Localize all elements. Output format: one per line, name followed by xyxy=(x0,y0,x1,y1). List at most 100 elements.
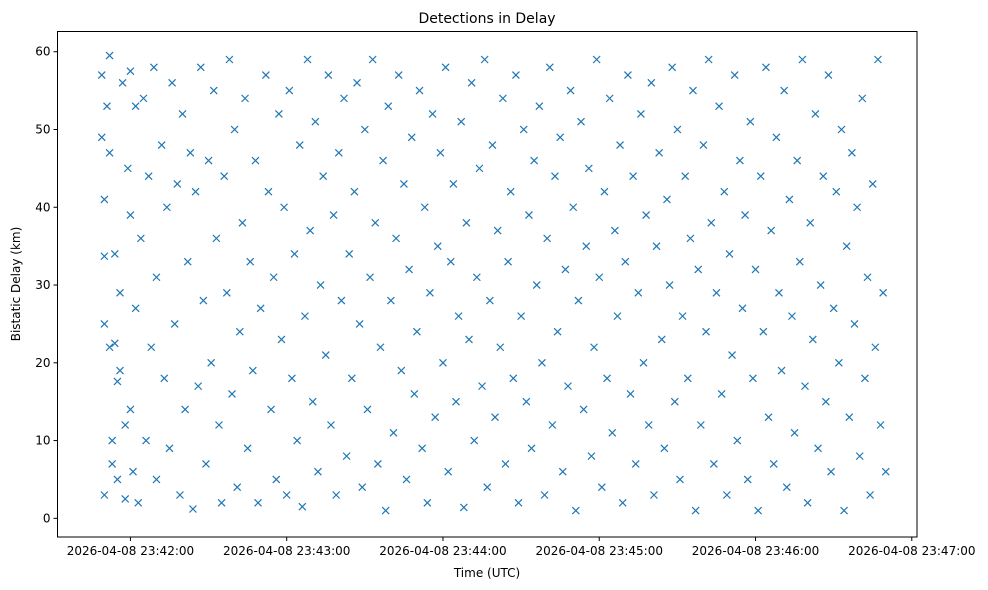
data-point xyxy=(368,55,377,64)
data-point xyxy=(730,71,739,79)
data-point xyxy=(280,203,289,212)
x-axis-label: Time (UTC) xyxy=(453,566,520,580)
data-point xyxy=(509,374,518,383)
data-point xyxy=(222,288,231,297)
data-point xyxy=(746,117,755,126)
data-point xyxy=(613,312,622,321)
data-point xyxy=(379,156,387,165)
data-point xyxy=(373,459,382,468)
y-tick-label: 20 xyxy=(35,356,50,370)
data-point xyxy=(506,187,515,196)
data-point xyxy=(334,148,343,157)
data-point xyxy=(717,389,726,398)
chart-title: Detections in Delay xyxy=(418,11,555,27)
data-point xyxy=(441,63,450,72)
data-point xyxy=(735,156,744,165)
data-point xyxy=(478,382,486,391)
data-point xyxy=(834,358,843,367)
data-point xyxy=(233,483,242,492)
data-point xyxy=(160,374,169,383)
data-point xyxy=(386,296,395,305)
data-point xyxy=(855,452,864,461)
data-point xyxy=(293,436,302,445)
data-point xyxy=(110,339,119,348)
data-point xyxy=(769,459,778,468)
data-point xyxy=(511,71,520,79)
data-point xyxy=(295,141,304,149)
data-point xyxy=(209,86,218,95)
data-point xyxy=(579,405,588,414)
data-point xyxy=(350,187,359,196)
data-point xyxy=(631,459,640,468)
data-point xyxy=(470,436,479,445)
data-point xyxy=(324,71,333,79)
data-point xyxy=(462,218,471,227)
data-point xyxy=(824,71,833,79)
data-point xyxy=(551,172,559,181)
data-point xyxy=(212,234,221,243)
data-point xyxy=(105,148,114,157)
data-point xyxy=(603,374,611,383)
data-point xyxy=(433,242,442,251)
y-tick-label: 40 xyxy=(35,200,50,214)
data-point xyxy=(105,343,114,352)
data-point xyxy=(699,141,708,149)
data-point xyxy=(538,358,546,367)
data-point xyxy=(564,382,572,391)
data-point xyxy=(311,117,320,126)
data-point xyxy=(149,63,158,72)
data-point xyxy=(426,288,434,297)
data-point xyxy=(342,452,351,461)
data-point xyxy=(256,304,265,313)
data-point xyxy=(152,475,161,484)
data-point xyxy=(618,498,627,507)
data-point xyxy=(751,265,760,274)
data-point xyxy=(556,133,565,142)
data-point xyxy=(407,133,416,142)
data-point xyxy=(600,187,609,196)
data-point xyxy=(121,421,130,429)
data-point xyxy=(704,55,713,64)
data-point xyxy=(457,117,466,126)
data-point xyxy=(282,491,291,499)
data-point xyxy=(527,444,536,453)
data-point xyxy=(860,374,869,383)
data-point xyxy=(850,319,859,328)
data-point xyxy=(449,180,458,188)
data-point xyxy=(454,312,463,321)
data-point xyxy=(439,358,447,367)
data-point xyxy=(678,312,687,321)
data-point xyxy=(590,343,598,352)
data-point xyxy=(616,141,625,149)
data-point xyxy=(337,296,346,305)
data-point xyxy=(207,358,216,367)
data-point xyxy=(522,397,531,406)
data-point xyxy=(639,358,648,367)
x-axis: 2026-04-08 23:42:00 2026-04-08 23:43:00 20… xyxy=(67,537,976,558)
data-point xyxy=(764,413,773,422)
data-point xyxy=(319,172,328,181)
data-point xyxy=(863,273,872,282)
data-point xyxy=(381,506,390,515)
data-point xyxy=(819,172,828,181)
data-point xyxy=(285,86,294,95)
data-point xyxy=(241,94,249,103)
data-point xyxy=(303,55,312,64)
data-point xyxy=(514,498,523,507)
data-point xyxy=(405,265,414,274)
data-point xyxy=(170,319,179,328)
data-point xyxy=(480,55,489,64)
data-point xyxy=(126,405,135,414)
data-point xyxy=(423,498,432,507)
data-point xyxy=(670,397,679,406)
data-point xyxy=(100,252,109,261)
data-point xyxy=(126,67,135,76)
data-point xyxy=(100,491,109,499)
data-point xyxy=(428,110,437,118)
data-point xyxy=(402,475,411,484)
data-point xyxy=(314,467,322,476)
data-point xyxy=(785,195,794,204)
data-point xyxy=(459,503,468,512)
data-point xyxy=(587,452,596,461)
data-point xyxy=(110,249,119,258)
